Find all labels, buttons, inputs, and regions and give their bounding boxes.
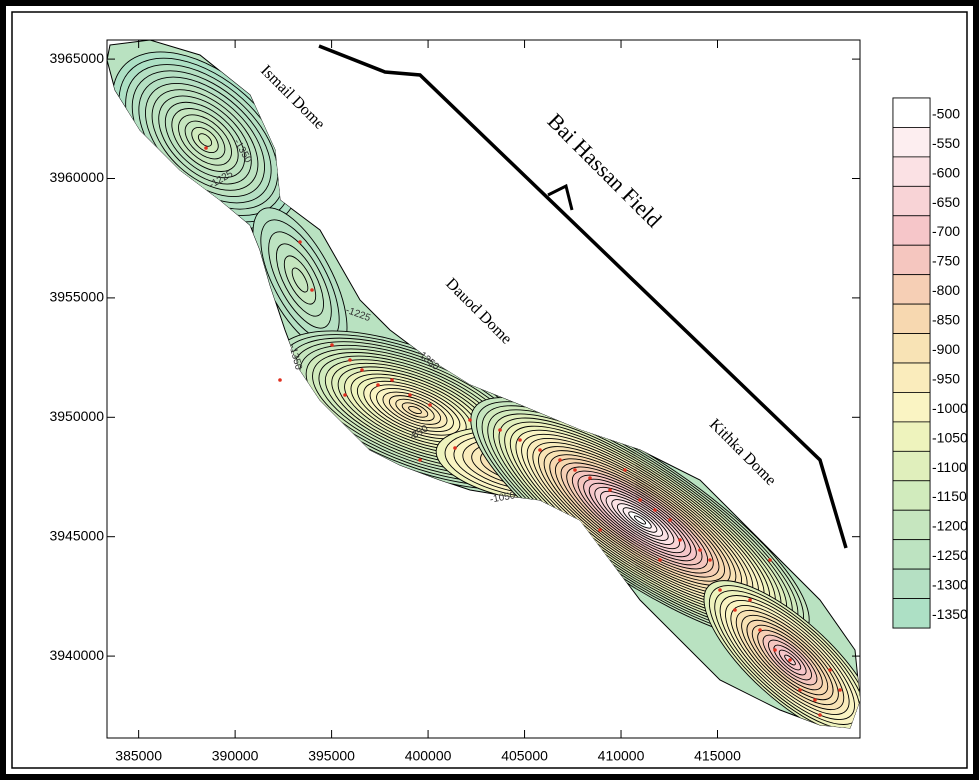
legend-label: -1350 xyxy=(932,606,968,622)
well-marker xyxy=(708,558,712,562)
y-tick-label: 3940000 xyxy=(49,647,104,663)
y-tick-label: 3950000 xyxy=(49,408,104,424)
well-marker xyxy=(360,368,364,372)
legend-swatch xyxy=(893,245,930,274)
well-marker xyxy=(468,418,472,422)
x-tick-label: 405000 xyxy=(501,748,548,764)
well-marker xyxy=(376,383,380,387)
legend-label: -1100 xyxy=(932,459,967,475)
y-tick-label: 3965000 xyxy=(49,50,104,66)
legend-swatch xyxy=(893,540,930,569)
well-marker xyxy=(668,518,672,522)
x-tick-label: 385000 xyxy=(115,748,162,764)
well-marker xyxy=(748,598,752,602)
legend-label: -500 xyxy=(932,105,960,121)
well-marker xyxy=(678,538,682,542)
legend-swatch xyxy=(893,157,930,186)
well-marker xyxy=(653,508,657,512)
legend-swatch xyxy=(893,422,930,451)
well-marker xyxy=(698,548,702,552)
legend-label: -1200 xyxy=(932,518,968,534)
legend-swatch xyxy=(893,334,930,363)
well-marker xyxy=(623,468,627,472)
legend-label: -600 xyxy=(932,164,960,180)
legend-label: -900 xyxy=(932,341,960,357)
well-marker xyxy=(390,378,394,382)
well-marker xyxy=(598,528,602,532)
legend-swatch xyxy=(893,98,930,127)
legend-swatch xyxy=(893,599,930,628)
well-marker xyxy=(573,468,577,472)
x-tick-label: 395000 xyxy=(308,748,355,764)
well-marker xyxy=(418,458,422,462)
well-marker xyxy=(773,648,777,652)
well-marker xyxy=(788,658,792,662)
well-marker xyxy=(818,713,822,717)
well-marker xyxy=(453,446,457,450)
well-marker xyxy=(204,146,208,150)
legend-label: -700 xyxy=(932,223,960,239)
legend-label: -800 xyxy=(932,282,960,298)
well-marker xyxy=(558,458,562,462)
well-marker xyxy=(408,393,412,397)
legend-label: -950 xyxy=(932,370,960,386)
legend-swatch xyxy=(893,304,930,333)
page: {"map": { "x_axis": {"lim": [383360, 422… xyxy=(0,0,979,780)
map-figure: Ismail Dome Bai Hassan Field Dauod Dome … xyxy=(0,0,979,780)
legend-swatch xyxy=(893,510,930,539)
y-tick-label: 3955000 xyxy=(49,289,104,305)
x-tick-label: 410000 xyxy=(598,748,645,764)
legend-swatch xyxy=(893,127,930,156)
well-marker xyxy=(758,628,762,632)
legend-swatch xyxy=(893,275,930,304)
legend-label: -1150 xyxy=(932,488,967,504)
well-marker xyxy=(638,498,642,502)
legend-label: -850 xyxy=(932,312,960,328)
well-marker xyxy=(798,688,802,692)
x-tick-label: 390000 xyxy=(212,748,259,764)
legend-label: -1250 xyxy=(932,547,968,563)
y-tick-label: 3945000 xyxy=(49,527,104,543)
well-marker xyxy=(428,403,432,407)
well-marker xyxy=(538,448,542,452)
well-marker xyxy=(658,558,662,562)
well-marker xyxy=(310,288,314,292)
legend-label: -1000 xyxy=(932,400,968,416)
legend-label: -750 xyxy=(932,253,960,269)
well-marker xyxy=(768,558,772,562)
legend-swatch xyxy=(893,392,930,421)
well-marker xyxy=(733,608,737,612)
well-marker xyxy=(298,240,302,244)
legend-swatch xyxy=(893,363,930,392)
well-marker xyxy=(348,358,352,362)
legend-label: -1300 xyxy=(932,577,968,593)
legend-label: -650 xyxy=(932,194,960,210)
x-tick-label: 415000 xyxy=(694,748,741,764)
legend-swatch xyxy=(893,481,930,510)
legend-swatch xyxy=(893,451,930,480)
legend-swatch xyxy=(893,569,930,598)
well-marker xyxy=(813,698,817,702)
well-marker xyxy=(588,476,592,480)
well-marker xyxy=(718,588,722,592)
legend-swatch xyxy=(893,216,930,245)
x-tick-label: 400000 xyxy=(405,748,452,764)
legend-swatch xyxy=(893,186,930,215)
legend-label: -550 xyxy=(932,135,960,151)
well-marker xyxy=(278,378,282,382)
well-marker xyxy=(838,688,842,692)
well-marker xyxy=(518,438,522,442)
well-marker xyxy=(343,393,347,397)
y-tick-label: 3960000 xyxy=(49,169,104,185)
well-marker xyxy=(498,428,502,432)
well-marker xyxy=(608,488,612,492)
well-marker xyxy=(330,343,334,347)
well-marker xyxy=(828,668,832,672)
legend-label: -1050 xyxy=(932,429,968,445)
